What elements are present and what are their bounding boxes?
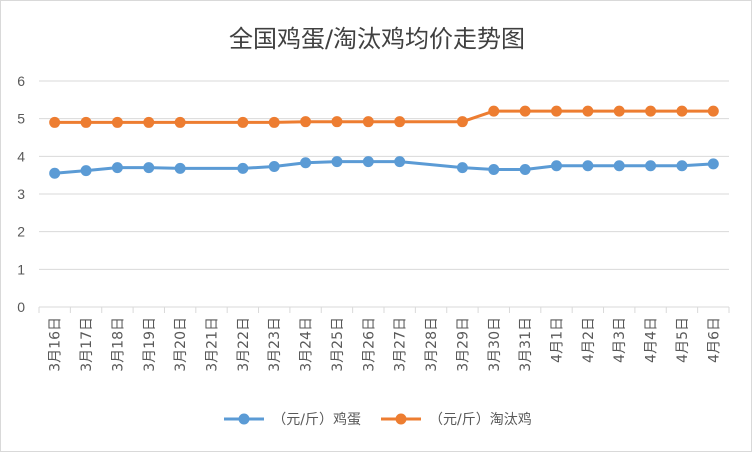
data-point-series-1 [49,116,61,128]
data-point-series-0 [268,161,280,173]
data-point-series-0 [331,156,343,168]
x-tick-label: 3月31日 [518,317,534,372]
data-point-series-0 [551,160,562,172]
x-tick-label: 3月21日 [205,317,221,372]
data-point-series-1 [456,116,468,128]
data-point-series-1 [488,105,500,117]
data-point-series-1 [111,116,123,128]
data-point-series-0 [300,157,312,169]
legend-marker-egg [238,413,250,425]
x-tick-label: 3月27日 [393,317,409,372]
data-point-series-1 [613,105,625,117]
data-point-series-1 [582,105,594,117]
x-tick-label: 4月5日 [675,317,691,363]
legend-label-culled-chicken: （元/斤）淘汰鸡 [429,412,532,428]
legend-marker-culled-chicken [395,413,407,425]
y-tick-label: 5 [17,111,25,127]
x-tick-label: 3月29日 [455,317,471,372]
data-point-series-1 [174,116,186,128]
data-point-series-0 [707,158,719,170]
data-point-series-1 [394,116,406,128]
y-tick-label: 1 [17,261,25,277]
data-point-series-0 [519,164,531,176]
x-tick-label: 4月2日 [581,317,597,363]
data-point-series-0 [582,160,594,172]
y-tick-label: 4 [17,148,25,164]
y-tick-label: 2 [17,224,25,240]
data-point-series-0 [143,162,155,174]
data-point-series-0 [488,164,500,176]
legend-item-egg: （元/斤）鸡蛋 [222,409,361,429]
x-tick-label: 4月1日 [550,317,566,363]
data-point-series-0 [394,156,406,168]
data-point-series-0 [80,165,92,177]
x-tick-label: 3月18日 [110,317,126,372]
legend-label-egg: （元/斤）鸡蛋 [272,412,361,428]
data-point-series-0 [613,160,625,172]
data-point-series-0 [49,167,61,179]
data-point-series-1 [237,116,249,128]
data-point-series-1 [143,116,155,128]
data-point-series-1 [645,105,657,117]
x-tick-label: 3月16日 [48,317,64,372]
x-tick-label: 3月19日 [142,317,158,372]
data-point-series-0 [362,156,374,168]
x-tick-label: 3月20日 [173,317,189,372]
data-point-series-0 [676,160,688,172]
data-point-series-1 [300,116,312,128]
data-point-series-1 [551,105,562,117]
y-tick-label: 0 [17,299,25,315]
chart-title: 全国鸡蛋/淘汰鸡均价走势图 [228,25,526,53]
data-point-series-1 [331,116,343,128]
x-tick-label: 3月26日 [361,317,377,372]
data-point-series-0 [174,162,186,174]
y-tick-label: 3 [17,186,25,202]
data-point-series-1 [268,116,280,128]
data-point-series-1 [676,105,688,117]
data-point-series-1 [519,105,531,117]
x-tick-label: 3月23日 [267,317,283,372]
x-tick-label: 3月24日 [299,317,315,372]
x-tick-label: 3月22日 [236,317,252,372]
x-tick-label: 4月6日 [706,317,722,363]
legend-item-culled-chicken: （元/斤）淘汰鸡 [379,409,532,429]
data-point-series-0 [111,162,123,174]
x-tick-label: 4月4日 [644,317,660,363]
x-tick-label: 3月25日 [330,317,346,372]
legend-swatch-egg [224,413,265,425]
data-point-series-1 [362,116,374,128]
x-tick-label: 4月3日 [612,317,628,363]
legend-swatch-culled-chicken [381,413,421,425]
data-point-series-0 [456,162,468,174]
x-tick-label: 3月30日 [487,317,503,372]
data-point-series-1 [80,116,92,128]
legend: （元/斤）鸡蛋 （元/斤）淘汰鸡 [1,409,752,429]
data-point-series-1 [707,105,719,117]
x-tick-label: 3月28日 [424,317,440,372]
x-tick-label: 3月17日 [79,317,95,372]
y-tick-label: 6 [17,73,25,89]
data-point-series-0 [237,162,249,174]
data-point-series-0 [645,160,657,172]
